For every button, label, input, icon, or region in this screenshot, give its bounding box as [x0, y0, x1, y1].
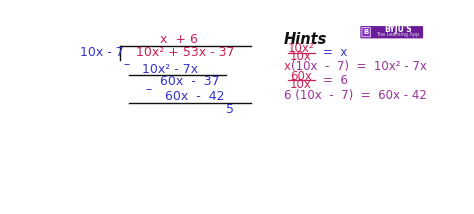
- Text: 10x² + 53x - 37: 10x² + 53x - 37: [137, 46, 235, 59]
- Text: 60x  -  37: 60x - 37: [160, 75, 219, 88]
- Text: =  x: = x: [323, 46, 347, 59]
- Text: 10x² - 7x: 10x² - 7x: [142, 63, 198, 76]
- Text: 10x: 10x: [290, 50, 312, 63]
- Text: =  6: = 6: [323, 74, 347, 87]
- Text: 10x²: 10x²: [288, 42, 314, 55]
- Text: B: B: [364, 29, 369, 35]
- Text: Hints: Hints: [284, 32, 328, 47]
- FancyBboxPatch shape: [360, 26, 423, 38]
- Text: –: –: [124, 58, 130, 71]
- Text: 60x: 60x: [290, 70, 312, 83]
- Text: –: –: [145, 83, 152, 96]
- Text: 10x - 7: 10x - 7: [80, 46, 124, 59]
- Text: 60x  -  42: 60x - 42: [165, 90, 225, 103]
- Text: BYJU'S: BYJU'S: [384, 25, 412, 34]
- Text: 10x: 10x: [290, 78, 312, 91]
- FancyBboxPatch shape: [362, 28, 370, 37]
- Text: x  + 6: x + 6: [160, 33, 198, 46]
- Text: The Learning App: The Learning App: [376, 32, 419, 37]
- Text: 6 (10x  -  7)  =  60x - 42: 6 (10x - 7) = 60x - 42: [284, 89, 427, 102]
- Text: (10x  -  7)  =  10x² - 7x: (10x - 7) = 10x² - 7x: [291, 60, 427, 73]
- Text: 5: 5: [226, 103, 234, 116]
- Text: x: x: [284, 60, 291, 73]
